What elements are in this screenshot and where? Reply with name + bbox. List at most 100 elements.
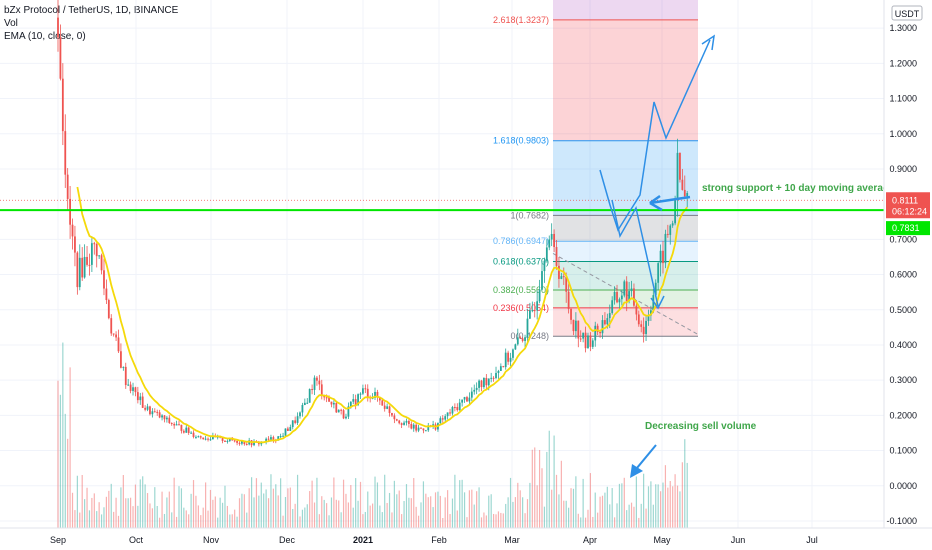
candle-body [480,380,483,388]
candle-body [662,250,664,264]
volume-bar [517,482,519,528]
candle-body [299,412,301,417]
volume-bar [364,511,366,528]
volume-bar [643,473,645,528]
candle-body [71,224,74,237]
volume-bar [292,508,294,528]
volume-bar [502,513,504,528]
bullish-projection-path [599,39,711,232]
candle-body [289,427,292,431]
candle-body [572,319,575,332]
volume-bar [672,486,674,528]
candle-body [187,427,190,433]
volume-bar [384,474,386,528]
candle-body [294,420,297,423]
candle-body [303,402,306,405]
symbol-title[interactable]: bZx Protocol / TetherUS, 1D, BINANCE [4,5,179,16]
volume-bar [577,513,579,528]
candle-body [161,415,163,418]
volume-bar [393,480,395,528]
bar-countdown-label: 06:12:24 [892,206,927,216]
volume-bar [507,497,509,528]
volume-bar [391,512,393,528]
volume-bar [444,497,446,528]
time-axis-background [0,528,932,550]
volume-bar [609,504,611,528]
candle-body [86,256,88,265]
candle-body [594,325,597,341]
candle-body [589,335,592,347]
candle-body [352,399,355,402]
volume-bar [130,497,132,528]
candle-body [596,325,599,332]
candle-body [570,308,572,320]
volume-bar [258,495,260,528]
candle-body [136,392,139,401]
candle-body [117,337,120,352]
volume-bar [594,492,596,528]
volume-bar [459,480,461,528]
candle-body [226,440,229,442]
volume-bar [350,485,352,528]
candle-body [291,420,294,428]
candle-body [664,233,667,264]
candle-body [451,407,454,414]
volume-bar [103,507,105,528]
volume-annotation: Decreasing sell volume [645,421,757,432]
candle-body [541,271,543,290]
volume-bar [650,481,652,528]
volume-bar [575,476,577,528]
volume-bar [224,485,226,528]
ema-indicator-label[interactable]: EMA (10, close, 0) [4,31,86,42]
candle-body [175,424,178,426]
candle-body [558,265,560,279]
candle-body [623,281,626,296]
volume-bar [410,498,412,528]
volume-bar [623,477,625,528]
volume-bar [166,497,168,528]
candle-body [591,340,594,347]
volume-bar [572,488,575,528]
candle-body [642,326,645,335]
fib-zone [553,241,698,262]
volume-bar [657,484,659,528]
candle-body [95,244,98,257]
currency-unit-label: USDT [895,9,920,19]
volume-bar [476,491,478,528]
volume-bars [57,342,688,528]
candle-body [207,438,209,440]
candle-body [158,412,161,418]
candle-body [241,441,243,444]
candle-body [441,418,444,420]
candle-body [444,416,447,420]
candle-body [628,291,631,302]
volume-bar [178,486,180,528]
candle-body [376,391,379,398]
candle-body [374,391,376,398]
candle-body [502,366,505,368]
volume-bar [142,476,144,528]
volume-bar [529,482,531,528]
fib-level-label: 1(0.7682) [510,210,549,220]
y-tick-label: 1.3000 [889,23,917,33]
volume-bar [171,512,173,528]
candle-body [199,436,202,438]
volume-bar [456,510,458,528]
volume-bar [209,489,212,528]
candle-body [553,233,555,248]
volume-bar [284,496,287,528]
candle-body [584,332,587,349]
candle-body [533,310,536,312]
volume-bar [163,513,166,528]
volume-bar [437,491,439,528]
volume-bar [386,502,388,528]
volume-bar [98,502,100,528]
volume-indicator-label[interactable]: Vol [4,18,18,29]
volume-bar [79,512,81,528]
volume-bar [635,476,637,528]
candle-body [112,333,115,335]
volume-bar [260,482,262,528]
candle-body [76,252,79,288]
candle-body [170,422,173,424]
